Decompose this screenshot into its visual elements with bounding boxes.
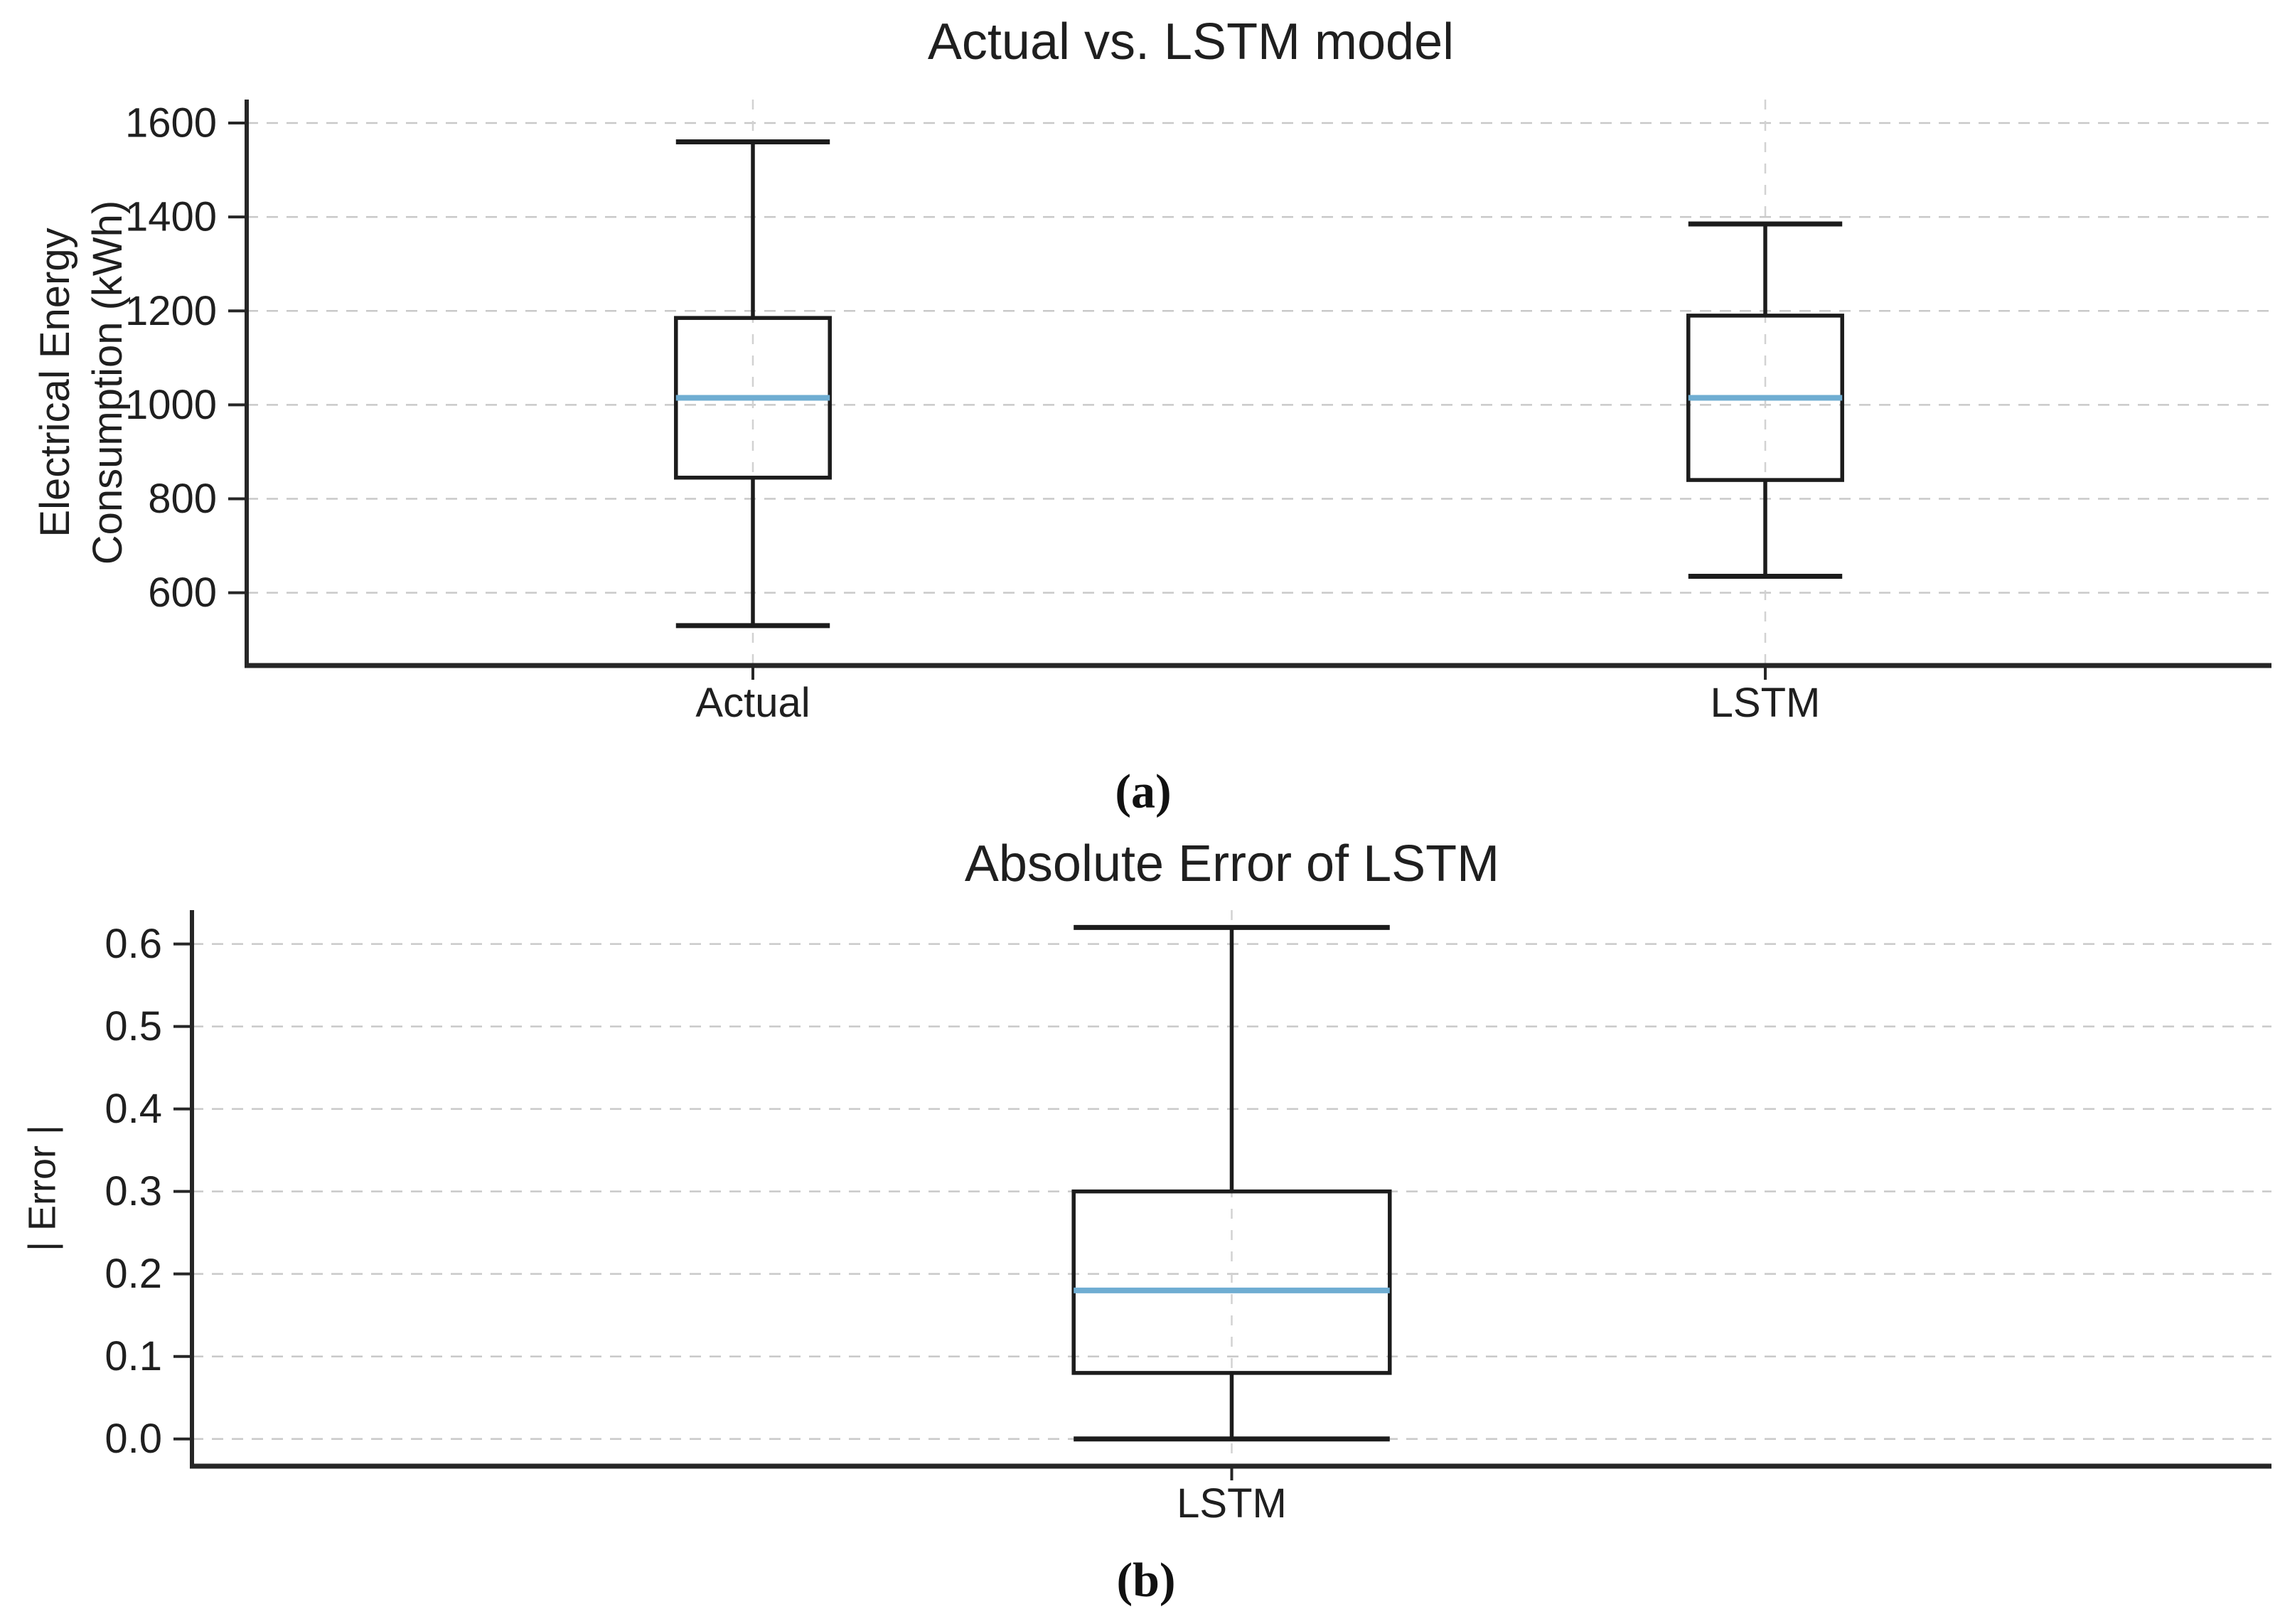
x-tick-label: Actual: [695, 680, 810, 726]
panel-label-b: (b): [1116, 1552, 1176, 1607]
x-tick-label: LSTM: [1177, 1480, 1287, 1527]
y-tick-label: 0.5: [105, 1003, 162, 1049]
y-tick-label: 1200: [125, 288, 217, 334]
boxplot-actual: [674, 139, 832, 629]
y-tick-label: 0.3: [105, 1168, 162, 1214]
y-tick-label: 0.4: [105, 1086, 162, 1132]
y-tick-label: 1400: [125, 194, 217, 240]
chart-b-plot-area: 0.0 0.1 0.2 0.3 0.4 0.5 0.6 LSTM: [105, 910, 2271, 1527]
y-tick-label: 0.0: [105, 1416, 162, 1462]
y-tick-label: 0.1: [105, 1333, 162, 1379]
chart-a-y-axis-label: Electrical Energy Consumption (kWh): [31, 200, 131, 565]
y-tick-label: 600: [148, 570, 217, 616]
y-tick-label: 800: [148, 476, 217, 522]
chart-b-y-axis-label: | Error |: [21, 1124, 64, 1252]
y-tick-label: 0.6: [105, 921, 162, 967]
chart-b-title: Absolute Error of LSTM: [964, 835, 1500, 892]
y-tick-label: 1000: [125, 382, 217, 428]
boxplot-lstm: [1071, 924, 1392, 1442]
chart-a-title: Actual vs. LSTM model: [927, 14, 1455, 70]
y-tick-label: 1600: [125, 100, 217, 146]
boxplot-lstm: [1686, 221, 1844, 579]
chart-a-plot-area: 600 800 1000 1200 1400 1600 Actual LSTM: [125, 100, 2271, 726]
panel-label-a: (a): [1115, 764, 1172, 818]
x-tick-label: LSTM: [1711, 680, 1821, 726]
box-iqr: [1071, 1189, 1392, 1375]
y-tick-label: 0.2: [105, 1251, 162, 1297]
